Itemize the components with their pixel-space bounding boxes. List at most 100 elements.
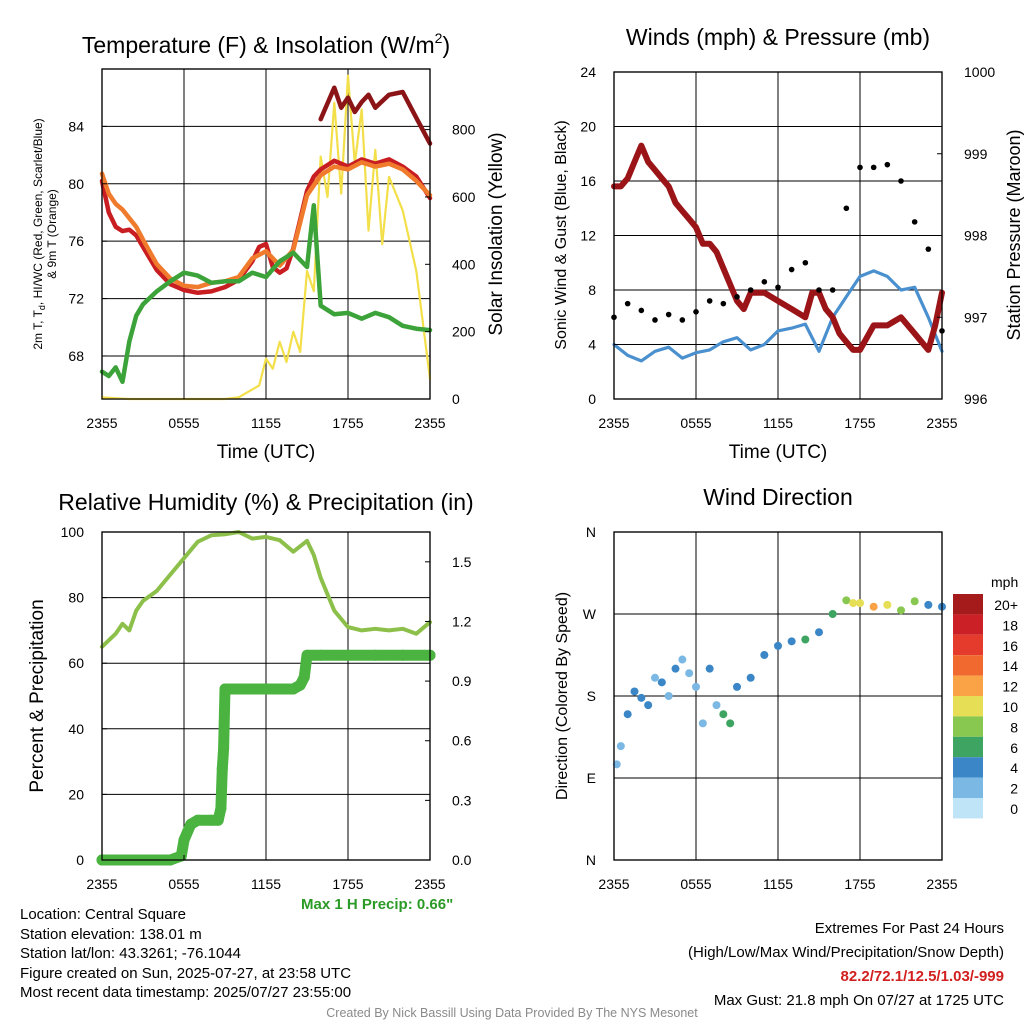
y-tick-label: 0: [76, 852, 84, 868]
x-tick-label: 0555: [680, 876, 711, 892]
humidity-left-axis-label: Percent & Precipitation: [27, 599, 48, 792]
y2-tick-label: 0.6: [452, 733, 472, 749]
gust-point: [761, 279, 768, 285]
precip-point: [246, 683, 258, 695]
x-tick-label: 0555: [168, 876, 199, 892]
station-info: Location: Central Square Station elevati…: [20, 905, 351, 1003]
x-tick-label: 2355: [414, 415, 445, 431]
direction-y-ticks: N E S W N: [583, 524, 619, 868]
x-tick-label: 2355: [926, 876, 957, 892]
pressure-y-ticks: 996 997 998 999 1000: [937, 64, 995, 407]
y2-tick-label: 997: [964, 309, 988, 325]
legend-label: 8: [1010, 719, 1018, 735]
direction-point: [733, 682, 741, 691]
temperature-panel: 2355 0555 1155 1755 2355 68 72 76 80 84 0 200 400 6…: [31, 68, 507, 463]
x-tick-label: 2355: [926, 415, 957, 431]
y-tick-label: E: [587, 770, 596, 786]
humidity-panel: 2355 0555 1155 1755 2355 0 20 40 60 80 100 0.0 0.3…: [27, 524, 472, 892]
precip-point: [274, 683, 286, 695]
y-tick-label: 8: [588, 282, 596, 298]
speed-legend: 20+ 18 16 14 12 10 8 6 4 2 0: [953, 594, 1018, 819]
extremes-legend: (High/Low/Max Wind/Precipitation/Snow De…: [688, 944, 1004, 961]
direction-point: [883, 600, 892, 609]
gust-point: [829, 287, 836, 293]
legend-swatch: [953, 614, 983, 635]
gust-point: [734, 294, 740, 300]
direction-point: [651, 673, 659, 682]
winds-y-ticks: 0 4 8 12 16 20 24: [580, 64, 619, 407]
precip-point: [397, 649, 409, 661]
y2-tick-label: 0.9: [452, 673, 472, 689]
legend-label: 20+: [994, 597, 1018, 613]
direction-point: [692, 682, 700, 691]
gust-point: [679, 317, 686, 323]
gust-point: [802, 259, 809, 266]
precip-point: [233, 683, 245, 695]
y-tick-label: 16: [580, 173, 596, 189]
y-tick-label: 4: [588, 337, 596, 353]
direction-point: [787, 637, 796, 646]
direction-point: [712, 701, 721, 710]
latlon-text: Station lat/lon: 43.3261; -76.1044: [20, 945, 242, 962]
direction-point: [815, 628, 823, 637]
direction-point: [760, 651, 769, 659]
humidity-x-ticks: 2355 0555 1155 1755 2355: [86, 855, 446, 892]
y2-tick-label: 1.2: [452, 613, 472, 629]
gust-point: [665, 311, 672, 318]
gust-point: [898, 178, 904, 184]
legend-label: 0: [1010, 801, 1018, 817]
direction-point: [856, 599, 864, 608]
direction-point: [623, 710, 632, 719]
y2-tick-label: 0: [452, 391, 460, 407]
insolation-y-ticks: 0 200 400 600 800: [425, 122, 476, 407]
precip-point: [298, 671, 310, 683]
gust-point: [706, 298, 713, 304]
y-tick-label: 84: [68, 118, 84, 134]
direction-point: [644, 701, 653, 710]
direction-point: [924, 600, 933, 609]
direction-point: [897, 606, 905, 615]
precip-point: [215, 802, 227, 814]
direction-title: Wind Direction: [703, 484, 853, 510]
temperature-left-axis-label: 2m T, Td, HI/WC (Red, Green, Scarlet/Blu…: [31, 118, 47, 349]
elevation-text: Station elevation: 138.01 m: [20, 925, 202, 943]
direction-point: [719, 710, 728, 719]
y-tick-label: N: [586, 524, 596, 540]
winds-title: Winds (mph) & Pressure (mb): [626, 24, 930, 50]
max-precip-label: Max 1 H Precip: 0.66": [301, 896, 454, 913]
temperature-title: Temperature (F) & Insolation (W/m2): [82, 30, 450, 58]
legend-label: 12: [1002, 679, 1018, 695]
gust-point: [624, 300, 631, 307]
direction-point: [671, 664, 680, 673]
pressure-axis-label: Station Pressure (Maroon): [1004, 129, 1024, 340]
gust-point: [816, 287, 822, 293]
recent-data-text: Most recent data timestamp: 2025/07/27 2…: [20, 984, 352, 1001]
legend-swatch: [953, 716, 983, 737]
y-tick-label: 80: [68, 176, 84, 192]
precip-point: [315, 649, 327, 661]
x-tick-label: 1155: [763, 415, 793, 431]
winds-grid: [614, 72, 942, 399]
y2-tick-label: 996: [964, 391, 988, 407]
series-2m-t: [99, 157, 433, 296]
series-9m-t: [99, 160, 433, 290]
legend-swatch: [953, 757, 983, 778]
legend-swatch: [953, 594, 983, 615]
x-tick-label: 0555: [680, 415, 711, 431]
precip-point: [260, 683, 272, 695]
temperature-y-ticks: 68 72 76 80 84: [68, 118, 107, 364]
winds-left-axis-label: Sonic Wind & Gust (Blue, Black): [553, 120, 570, 349]
extremes-info: Extremes For Past 24 Hours (High/Low/Max…: [688, 917, 1004, 1013]
gust-point: [911, 219, 918, 225]
direction-left-axis-label: Direction (Colored By Speed): [554, 592, 571, 800]
temperature-left-axis-label-2: & 9m T (Orange): [45, 189, 59, 279]
legend-swatch: [953, 798, 983, 819]
y-tick-label: 72: [68, 291, 84, 307]
y-tick-label: 20: [580, 119, 596, 135]
legend-swatch: [953, 736, 983, 758]
x-tick-label: 1755: [844, 415, 875, 431]
y-tick-label: W: [583, 606, 597, 622]
y-tick-label: N: [586, 852, 596, 868]
